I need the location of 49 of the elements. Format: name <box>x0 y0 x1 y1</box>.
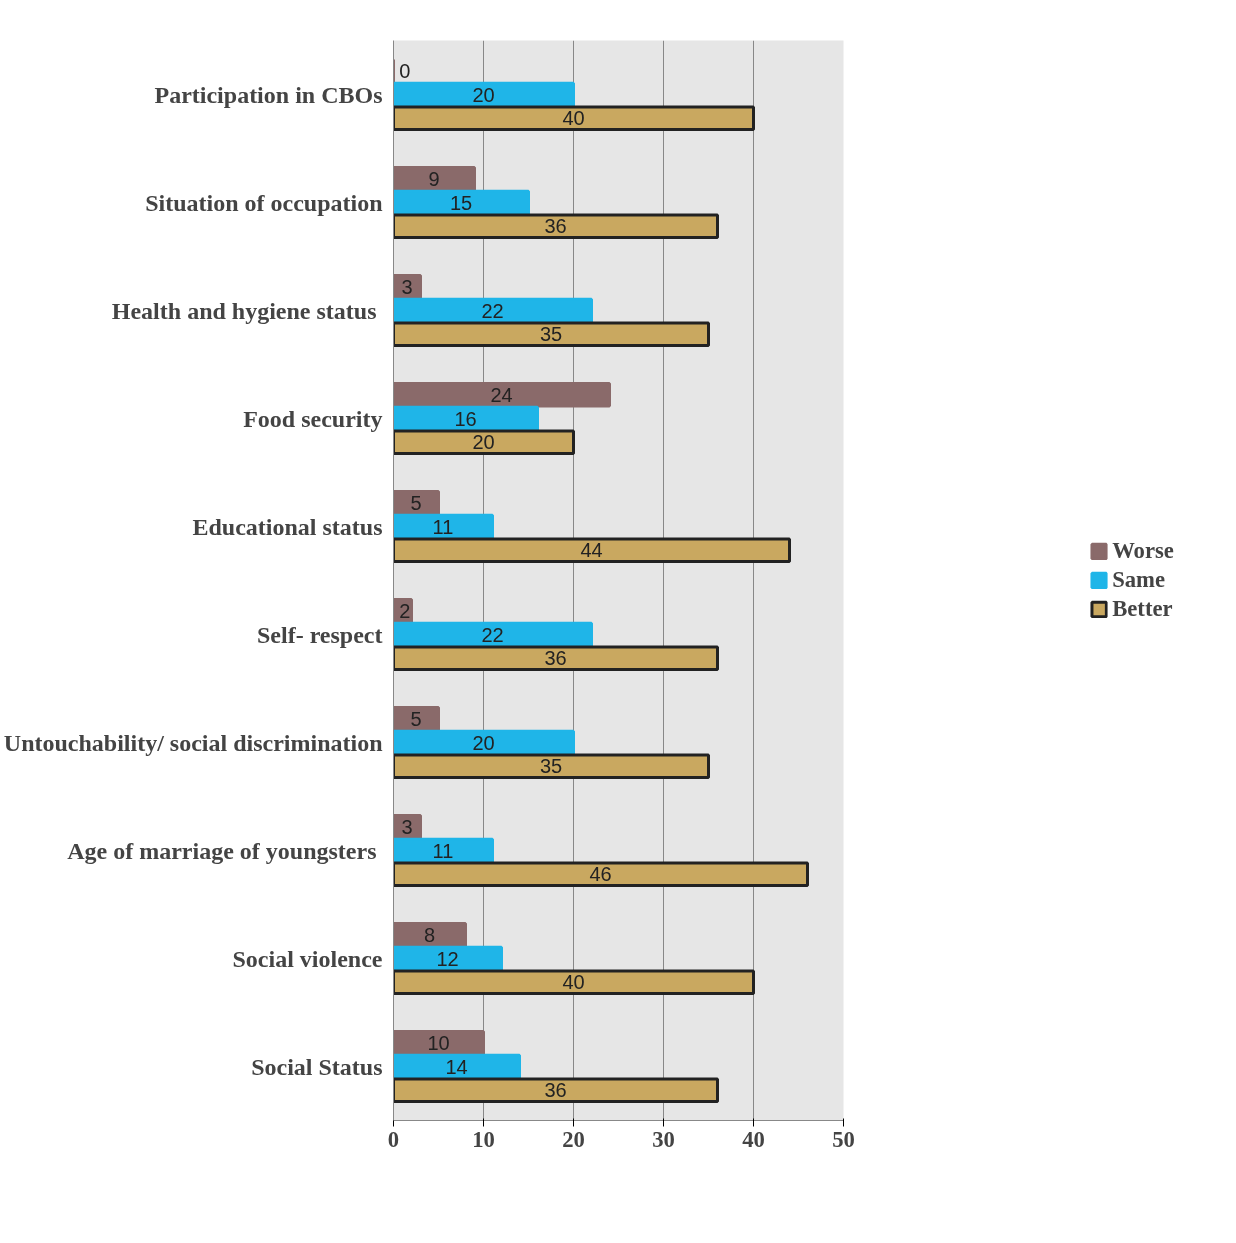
data-label: 3 <box>401 815 413 838</box>
y-tick-label: Self- respect <box>256 621 383 648</box>
data-label: 12 <box>436 947 459 970</box>
data-label: 2 <box>399 599 411 622</box>
data-label: 24 <box>490 383 513 406</box>
data-label: 9 <box>428 167 440 190</box>
y-tick-label: Food security <box>243 405 383 432</box>
data-label: 15 <box>449 191 473 214</box>
y-tick-label: Untouchability/ social discrimination <box>3 729 383 756</box>
x-tick-label: 50 <box>832 1126 855 1152</box>
data-label: 35 <box>539 755 563 778</box>
data-label: 5 <box>410 491 422 514</box>
data-label: 11 <box>432 839 454 862</box>
data-label: 35 <box>539 323 563 346</box>
legend-label: Same <box>1112 567 1166 593</box>
data-label: 22 <box>481 623 504 646</box>
x-tick-label: 20 <box>562 1126 585 1152</box>
y-tick-label: Educational status <box>192 513 383 540</box>
data-label: 20 <box>472 431 495 454</box>
y-tick-label: Participation in CBOs <box>154 81 383 108</box>
data-label: 20 <box>472 83 495 106</box>
data-label: 36 <box>544 1079 567 1102</box>
legend-label: Worse <box>1112 538 1174 564</box>
data-label: 10 <box>427 1031 450 1054</box>
y-tick-label: Social violence <box>232 945 383 972</box>
data-label: 3 <box>401 275 413 298</box>
data-label: 40 <box>562 971 585 994</box>
x-tick-label: 10 <box>472 1126 495 1152</box>
data-label: 11 <box>432 515 454 538</box>
x-tick-label: 40 <box>742 1126 765 1152</box>
y-tick-label: Social Status <box>251 1053 383 1080</box>
data-label: 0 <box>399 59 411 82</box>
data-label: 8 <box>423 923 436 946</box>
x-tick-label: 0 <box>387 1126 400 1152</box>
data-label: 16 <box>454 407 477 430</box>
data-label: 40 <box>562 107 585 130</box>
data-label: 5 <box>410 707 422 730</box>
y-tick-label: Age of marriage of youngsters <box>67 837 377 864</box>
data-label: 20 <box>472 731 495 754</box>
data-label: 14 <box>445 1055 468 1078</box>
data-label: 22 <box>481 299 504 322</box>
data-label: 36 <box>544 647 567 670</box>
y-tick-label: Situation of occupation <box>145 189 383 216</box>
data-label: 36 <box>544 215 567 238</box>
data-label: 44 <box>580 539 603 562</box>
y-tick-label: Health and hygiene status <box>111 297 377 324</box>
data-label: 46 <box>589 863 612 886</box>
legend-label: Better <box>1112 596 1173 622</box>
x-tick-label: 30 <box>652 1126 675 1152</box>
